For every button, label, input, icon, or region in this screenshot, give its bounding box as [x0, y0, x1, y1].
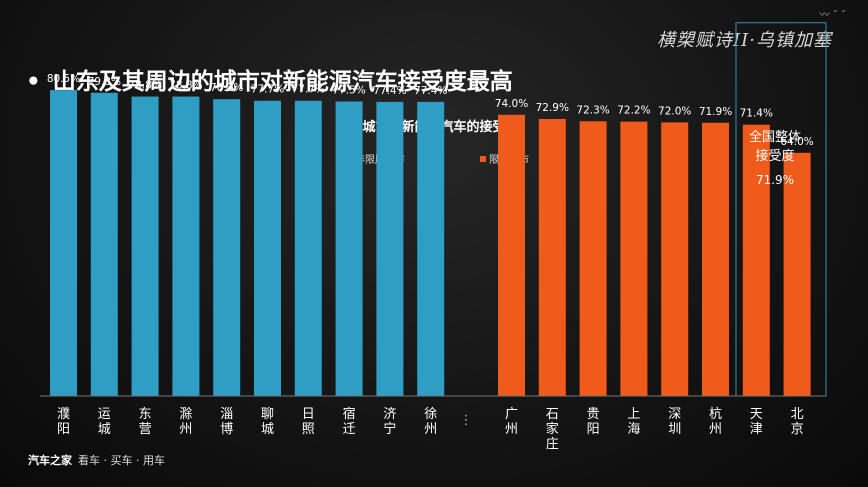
category-label: 家: [546, 421, 559, 437]
category-label: 北: [791, 407, 804, 422]
bar: [254, 100, 281, 397]
category-label: 贵: [587, 407, 600, 422]
category-label: 阳: [587, 422, 600, 437]
bar: [498, 114, 525, 397]
bar: [294, 100, 322, 397]
bar: [335, 101, 363, 396]
category-label: 宿: [343, 406, 356, 422]
category-label: 运: [98, 407, 111, 422]
data-label: 80.5%: [47, 73, 80, 85]
category-label: 城: [261, 422, 274, 437]
category-label: 日: [302, 407, 315, 422]
bar: [213, 99, 241, 396]
data-label: 72.3%: [576, 104, 609, 116]
data-label: 64.0%: [780, 136, 813, 148]
data-label: 74.0%: [495, 98, 528, 110]
bar: [417, 101, 445, 396]
footer-logo: 汽车之家: [28, 454, 72, 467]
category-label: 杭: [709, 407, 722, 422]
category-label: 庄: [546, 436, 559, 452]
headline-text: 山东及其周边的城市对新能源汽车接受度最高: [52, 69, 513, 95]
bar: [620, 121, 648, 396]
legend-swatch: [480, 156, 486, 162]
category-label: 照: [302, 422, 315, 437]
annotation-title-line1: 全国整体: [749, 129, 801, 145]
category-label: 京: [791, 422, 804, 437]
category-label: 城: [98, 422, 111, 437]
category-label: 广: [505, 407, 518, 422]
annotation-bracket: [735, 22, 827, 396]
category-label: 州: [709, 422, 722, 437]
data-label: 71.9%: [699, 106, 732, 118]
birds-decoration: 〰 ˇ ˇ: [819, 10, 846, 21]
data-label: 78.8%: [128, 80, 161, 92]
footer-tagline: 看车 · 买车 · 用车: [78, 454, 165, 467]
category-label: 州: [424, 422, 437, 437]
data-label: 79.8%: [88, 76, 121, 88]
data-label: 77.5%: [332, 85, 365, 97]
category-label: 州: [505, 422, 518, 437]
data-label: 72.0%: [658, 105, 691, 117]
category-label: 海: [627, 422, 640, 437]
page-title: • 山东及其周边的城市对新能源汽车接受度最高: [26, 62, 513, 96]
category-label: 石: [546, 407, 559, 422]
data-label: 72.2%: [617, 105, 650, 117]
category-label: 迁: [343, 422, 356, 437]
data-label: 77.7%: [251, 84, 284, 96]
category-label: 濮: [57, 407, 70, 422]
bar: [131, 96, 159, 396]
category-label: 宁: [383, 421, 396, 437]
category-label: 津: [750, 422, 763, 437]
category-label: 徐: [424, 407, 437, 422]
category-label: 博: [220, 422, 233, 437]
category-label: 济: [383, 407, 396, 422]
bullet-point: •: [26, 69, 41, 95]
bar: [742, 124, 770, 397]
data-label: 77.7%: [292, 84, 325, 96]
category-label: 圳: [668, 422, 681, 437]
category-label: 阳: [57, 422, 70, 437]
category-label: 聊: [261, 407, 274, 422]
data-label: 77.4%: [414, 85, 447, 97]
category-label: 深: [668, 407, 681, 422]
category-label: 上: [627, 407, 640, 422]
category-label: 州: [179, 422, 192, 437]
data-label: 77.4%: [373, 85, 406, 97]
category-label: 营: [139, 422, 152, 437]
bar: [579, 121, 607, 396]
footer: 汽车之家 看车 · 买车 · 用车: [28, 452, 165, 468]
annotation-value: 71.9%: [756, 173, 794, 187]
bar: [50, 90, 77, 396]
data-label: 71.4%: [740, 108, 773, 120]
group-separator: ⋮: [460, 413, 473, 428]
annotation-title-line2: 接受度: [755, 148, 794, 164]
bar: [702, 122, 729, 396]
bar: [90, 92, 118, 396]
category-label: 东: [139, 407, 152, 422]
bar: [538, 118, 566, 396]
bar: [376, 101, 404, 396]
data-label: 72.9%: [536, 102, 569, 114]
bar: [172, 96, 200, 396]
data-label: 78.8%: [169, 80, 202, 92]
category-label: 天: [750, 407, 763, 422]
bar: [783, 152, 811, 396]
brand-logo: 横槊赋诗II·乌镇加塞: [657, 30, 832, 51]
category-label: 滁: [179, 406, 192, 422]
data-label: 78.1%: [210, 82, 243, 94]
category-label: 淄: [220, 407, 233, 422]
bar: [661, 122, 689, 397]
